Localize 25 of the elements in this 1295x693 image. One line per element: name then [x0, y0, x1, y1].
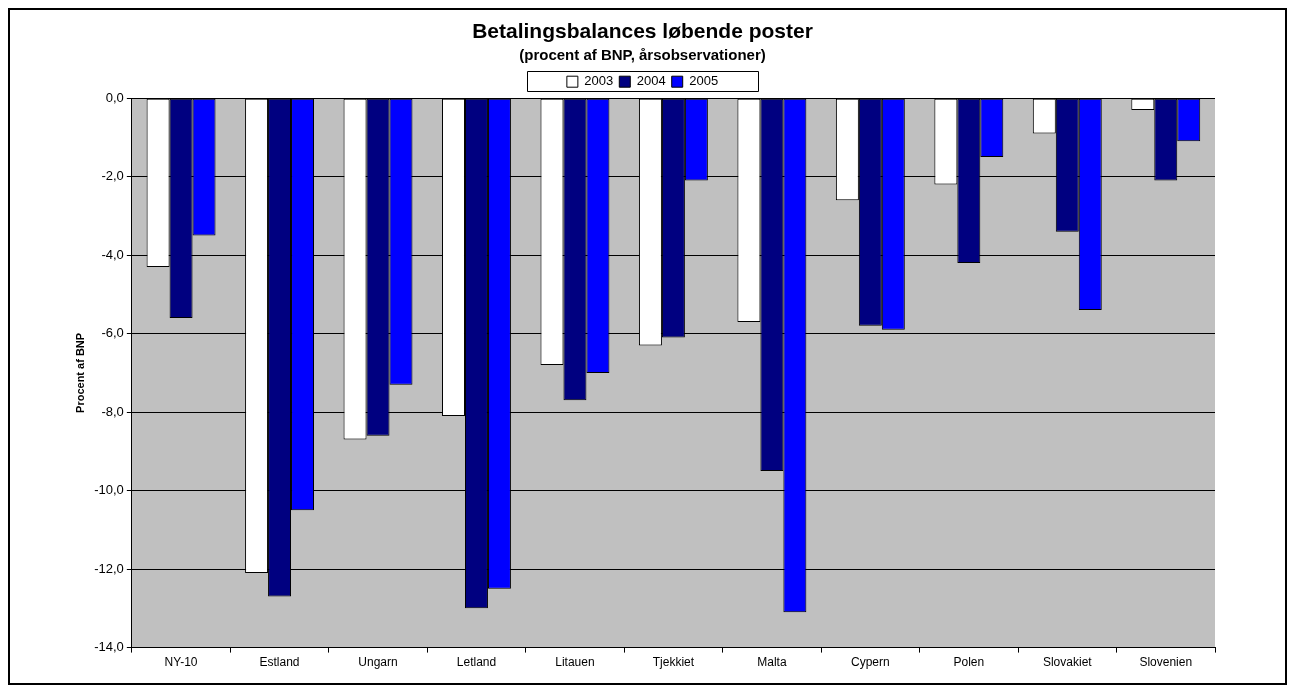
legend-label: 2005 [689, 73, 719, 89]
y-tick-label: -2,0 [101, 168, 124, 184]
x-tick-label: Cypern [851, 655, 890, 670]
y-tick-label: -12,0 [94, 560, 124, 576]
x-tick-label: Letland [456, 655, 497, 670]
legend-label: 2004 [636, 73, 666, 89]
x-tick-label: Estland [259, 655, 300, 670]
y-tick-label: -14,0 [94, 639, 124, 655]
y-tick-label: -8,0 [101, 403, 124, 419]
x-tick-label: Ungarn [358, 655, 398, 670]
y-tick-label: -6,0 [101, 325, 124, 341]
x-tick-label: Polen [953, 655, 985, 670]
chart-subtitle: (procent af BNP, årsobservationer) [519, 46, 766, 64]
x-tick-label: Tjekkiet [652, 655, 695, 670]
x-tick-label: Litauen [555, 655, 595, 670]
x-tick-label: NY-10 [164, 655, 198, 670]
x-tick-label: Slovakiet [1042, 655, 1093, 670]
y-axis-title: Procent af BNP [73, 332, 86, 413]
x-tick-label: Malta [757, 655, 787, 670]
y-tick-label: 0,0 [105, 89, 124, 105]
y-tick-label: -4,0 [101, 246, 124, 262]
y-tick-label: -10,0 [94, 482, 124, 498]
chart-title: Betalingsbalances løbende poster [472, 19, 813, 43]
x-tick-label: Slovenien [1139, 655, 1193, 670]
legend-label: 2003 [584, 73, 614, 89]
